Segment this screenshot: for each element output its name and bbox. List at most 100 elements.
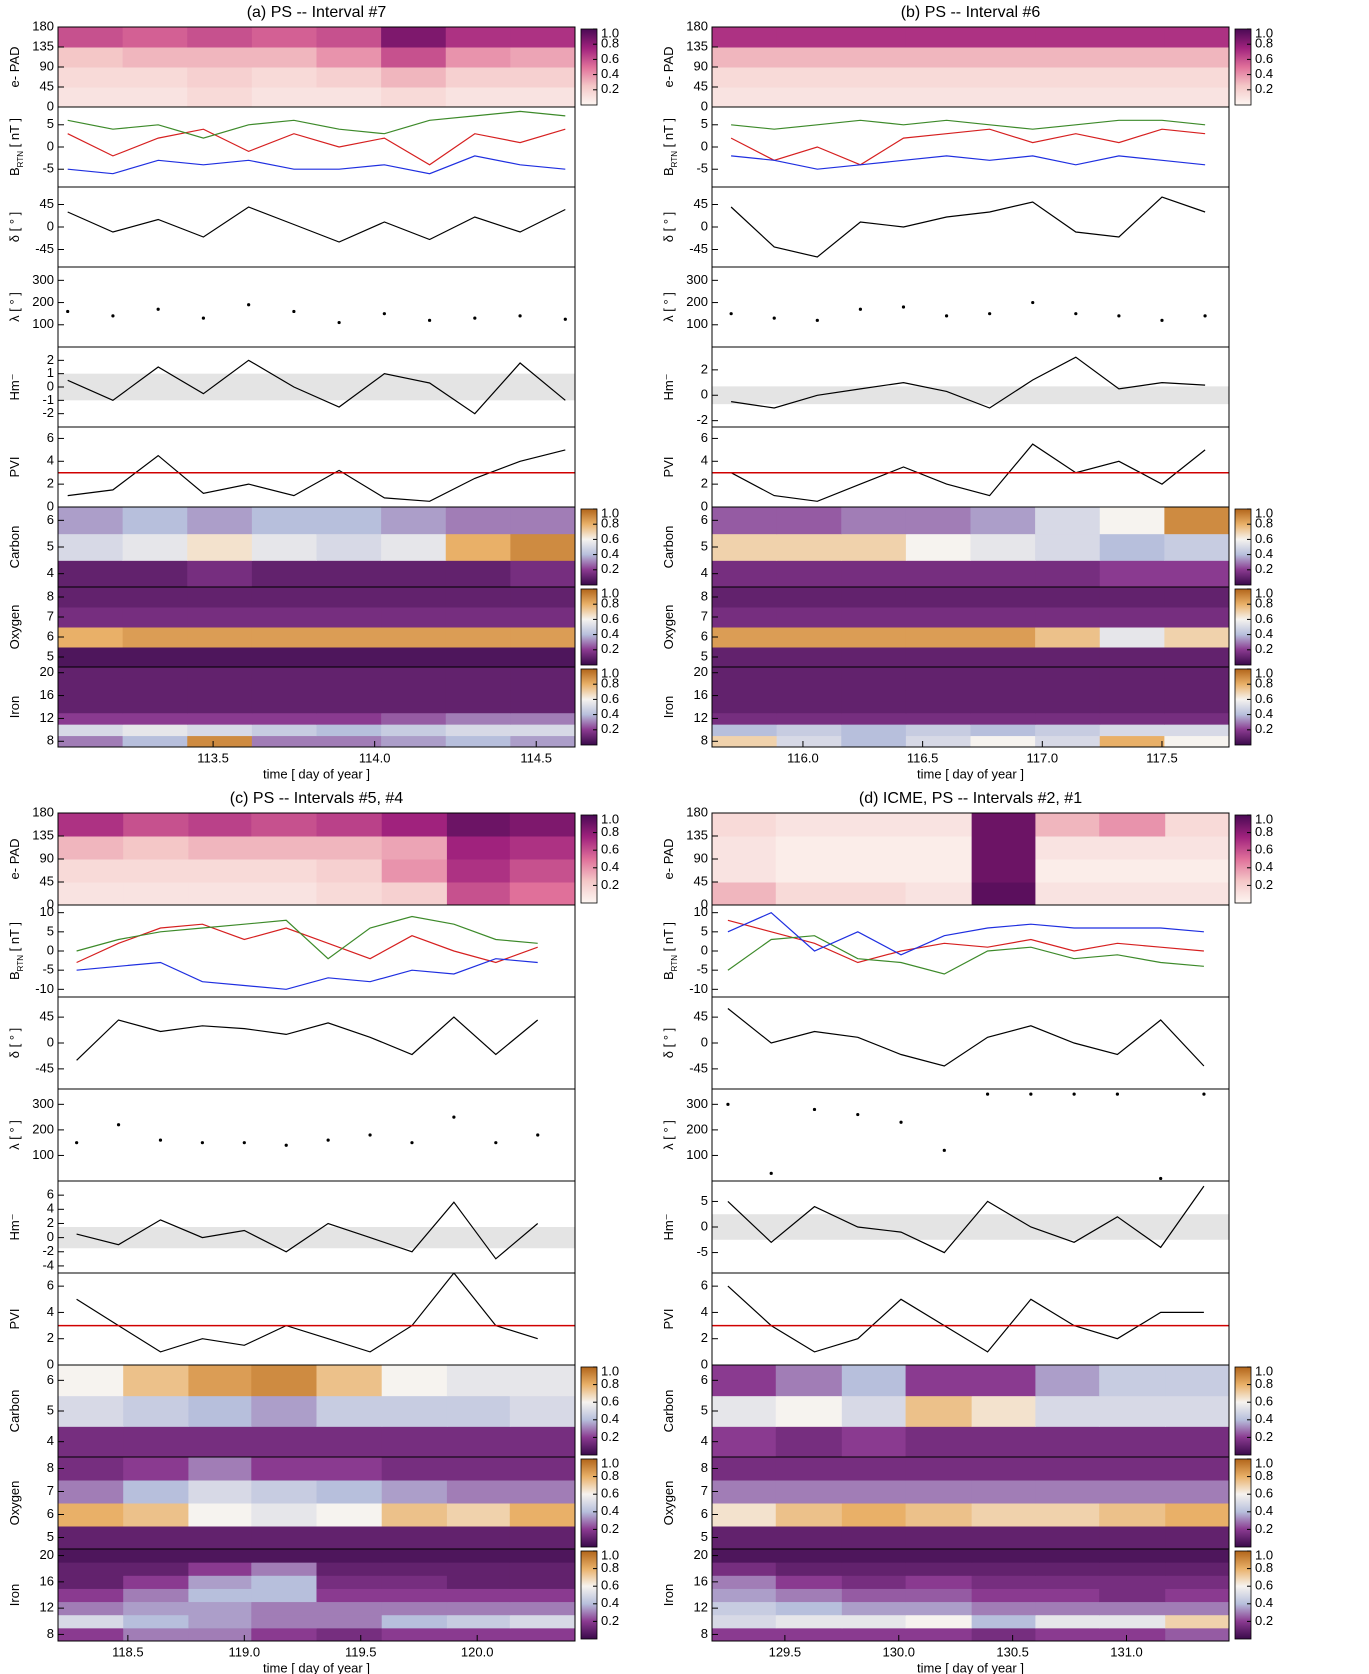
heat-cell xyxy=(509,1562,575,1576)
heat-cell xyxy=(712,1627,777,1641)
heat-cell xyxy=(1035,507,1101,535)
x-axis-label: time [ day of year ] xyxy=(917,766,1024,781)
heat-cell xyxy=(1165,1627,1229,1641)
y-tick-label: 2 xyxy=(47,1215,54,1230)
heat-cell xyxy=(510,67,575,88)
heat-cell xyxy=(316,1526,383,1549)
heat-cell xyxy=(58,1601,124,1616)
heat-cell xyxy=(188,1365,252,1397)
heat-cell xyxy=(316,607,382,628)
heat-cell xyxy=(187,647,253,667)
colorbar-tick-label: 0.6 xyxy=(1255,842,1273,857)
heat-cell xyxy=(188,1627,252,1641)
heat-cell xyxy=(1035,712,1101,725)
series-line xyxy=(727,1008,1205,1067)
colorbar-tick-label: 0.4 xyxy=(1255,1411,1273,1426)
heat-cell xyxy=(316,533,382,561)
colorbar xyxy=(580,1550,598,1640)
y-tick-label: 300 xyxy=(32,1096,54,1111)
point xyxy=(116,1123,121,1127)
y-axis-label: e- PAD xyxy=(7,47,22,88)
x-tick-label: 130.0 xyxy=(882,1644,915,1659)
y-tick-label: 16 xyxy=(40,687,54,702)
heat-cell xyxy=(1099,27,1165,48)
heat-cell xyxy=(58,1503,124,1527)
heat-cell xyxy=(187,27,253,48)
heat-cell xyxy=(776,67,842,88)
x-tick-label: 120.0 xyxy=(461,1644,494,1659)
heat-cell xyxy=(316,712,382,725)
heat-cell xyxy=(122,678,188,691)
heat-cell xyxy=(1035,647,1101,667)
heat-cell xyxy=(58,882,124,905)
heat-cell xyxy=(1035,836,1100,860)
heat-cell xyxy=(971,1526,1036,1549)
colorbar-tick-label: 1.0 xyxy=(1255,811,1273,826)
y-tick-label: 5 xyxy=(47,116,54,131)
point xyxy=(75,1141,79,1145)
panel-frame xyxy=(711,904,1230,998)
heat-cell xyxy=(251,1457,317,1481)
heat-cell xyxy=(188,1601,252,1616)
y-tick-label: 6 xyxy=(701,430,708,445)
y-tick-label: 8 xyxy=(701,1460,708,1475)
heat-cell xyxy=(1164,587,1229,608)
heat-cell xyxy=(970,735,1036,747)
series-line xyxy=(730,128,1206,166)
heat-cell xyxy=(905,678,971,691)
colorbar-tick-label: 1.0 xyxy=(1255,585,1273,600)
heat-cell xyxy=(970,667,1036,679)
heat-cell xyxy=(905,47,971,68)
colorbar-tick-label: 0.2 xyxy=(601,641,619,656)
y-tick-label: 100 xyxy=(32,316,54,331)
colorbar xyxy=(1234,668,1252,746)
heat-cell xyxy=(188,1480,252,1504)
heat-cell xyxy=(1165,1480,1229,1504)
heat-cell xyxy=(1099,1457,1166,1481)
heat-cell xyxy=(122,667,188,679)
heat-cell xyxy=(775,1365,843,1397)
heat-cell xyxy=(509,859,575,883)
heat-cell xyxy=(316,1480,383,1504)
y-tick-label: 8 xyxy=(701,588,708,603)
heat-cell xyxy=(251,1503,317,1527)
heat-cell xyxy=(446,1601,511,1616)
colorbar-tick-label: 0.6 xyxy=(1255,691,1273,706)
panel xyxy=(726,1092,1206,1181)
heat-cell xyxy=(381,701,447,714)
y-axis-label: λ [ ° ] xyxy=(661,1120,676,1150)
heat-cell xyxy=(841,533,907,561)
y-tick-label: -45 xyxy=(689,241,708,256)
heat-cell xyxy=(712,813,777,837)
panel xyxy=(75,1115,540,1147)
y-tick-label: 45 xyxy=(40,873,54,888)
heat-cell xyxy=(251,836,317,860)
heat-cell xyxy=(1099,1627,1166,1641)
y-tick-label: 100 xyxy=(686,1147,708,1162)
x-axis-label: time [ day of year ] xyxy=(917,1660,1024,1674)
colorbar-tick-label: 0.8 xyxy=(601,1376,619,1391)
panel xyxy=(58,1457,575,1549)
heat-cell xyxy=(381,735,447,747)
heat-cell xyxy=(1099,1614,1166,1629)
heat-cell xyxy=(510,701,575,714)
heat-cell xyxy=(905,882,973,905)
colorbar-tick-label: 1.0 xyxy=(601,811,619,826)
heat-cell xyxy=(841,1549,907,1563)
heat-cell xyxy=(776,47,842,68)
panel-frame xyxy=(57,266,576,348)
y-tick-label: -10 xyxy=(35,981,54,996)
heat-cell xyxy=(1099,1365,1166,1397)
heat-cell xyxy=(1035,724,1101,737)
y-tick-label: 6 xyxy=(47,1506,54,1521)
colorbar-tick-label: 0.4 xyxy=(1255,1595,1273,1610)
heat-cell xyxy=(712,701,778,714)
heat-cell xyxy=(381,882,448,905)
heat-cell xyxy=(841,813,907,837)
point xyxy=(242,1141,246,1145)
heat-cell xyxy=(58,667,124,679)
heat-cell xyxy=(905,67,971,88)
heat-cell xyxy=(251,1549,317,1563)
heat-cell xyxy=(776,689,842,702)
panel-frame xyxy=(711,426,1230,508)
